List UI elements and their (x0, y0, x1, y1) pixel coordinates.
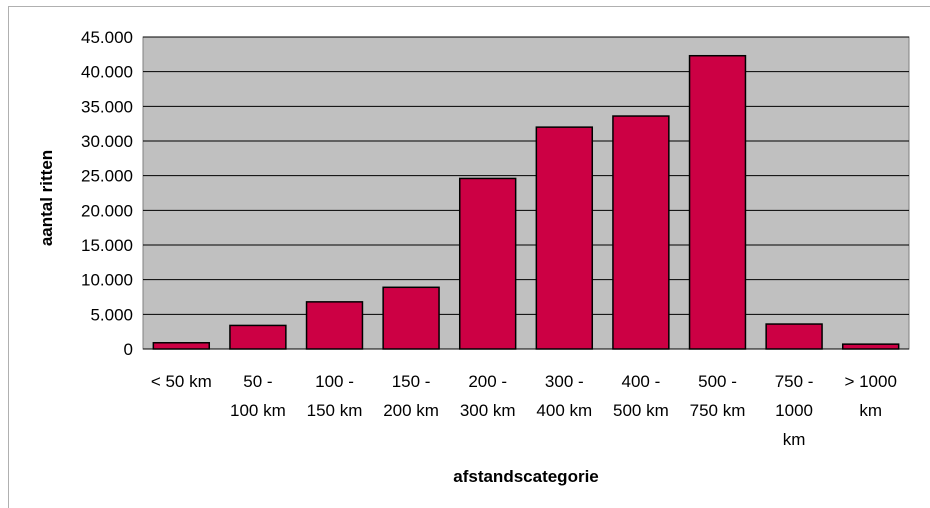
plot-area (142, 36, 910, 350)
y-tick-label: 45.000 (81, 28, 133, 47)
y-tick-label: 5.000 (90, 305, 133, 324)
y-tick-label: 35.000 (81, 97, 133, 116)
bar (841, 343, 900, 350)
bars (143, 54, 909, 350)
y-tick-label: 10.000 (81, 271, 133, 290)
y-axis-tick-labels: 0 5.000 10.000 15.000 20.000 25.000 30.000 35.0… (81, 28, 133, 359)
chart-frame (8, 6, 930, 508)
bar (305, 301, 364, 350)
x-tick-label: 50 -100 km (230, 372, 286, 420)
x-tick-label: 400 -500 km (613, 372, 669, 420)
x-tick-label: 750 -1000 km (775, 372, 814, 449)
y-axis-title: aantal ritten (37, 150, 56, 246)
x-axis-title: afstandscategorie (453, 467, 599, 486)
x-tick-label: 500 -750 km (690, 372, 746, 420)
bar (229, 324, 287, 350)
bar (688, 54, 747, 350)
y-tick-label: 15.000 (81, 236, 133, 255)
x-tick-label: > 1000 km (844, 372, 896, 420)
x-tick-label: 300 -400 km (536, 372, 592, 420)
y-tick-label: 25.000 (81, 167, 133, 186)
y-tick-label: 40.000 (81, 63, 133, 82)
bar (535, 126, 594, 350)
x-axis-tick-labels: < 50 km 50 -100 km 100 -150 km 150 -200 km 2… (151, 372, 897, 449)
x-tick-label: 100 -150 km (307, 372, 363, 420)
bar (458, 177, 517, 350)
bar (382, 286, 440, 350)
x-tick-label: 200 -300 km (460, 372, 516, 420)
y-tick-label: 30.000 (81, 132, 133, 151)
y-tick-label: 0 (124, 340, 133, 359)
y-tick-label: 20.000 (81, 201, 133, 220)
bar (612, 115, 670, 350)
bar (765, 323, 823, 350)
x-tick-label: 150 -200 km (383, 372, 439, 420)
bar (152, 342, 211, 350)
x-tick-label: < 50 km (151, 372, 212, 391)
